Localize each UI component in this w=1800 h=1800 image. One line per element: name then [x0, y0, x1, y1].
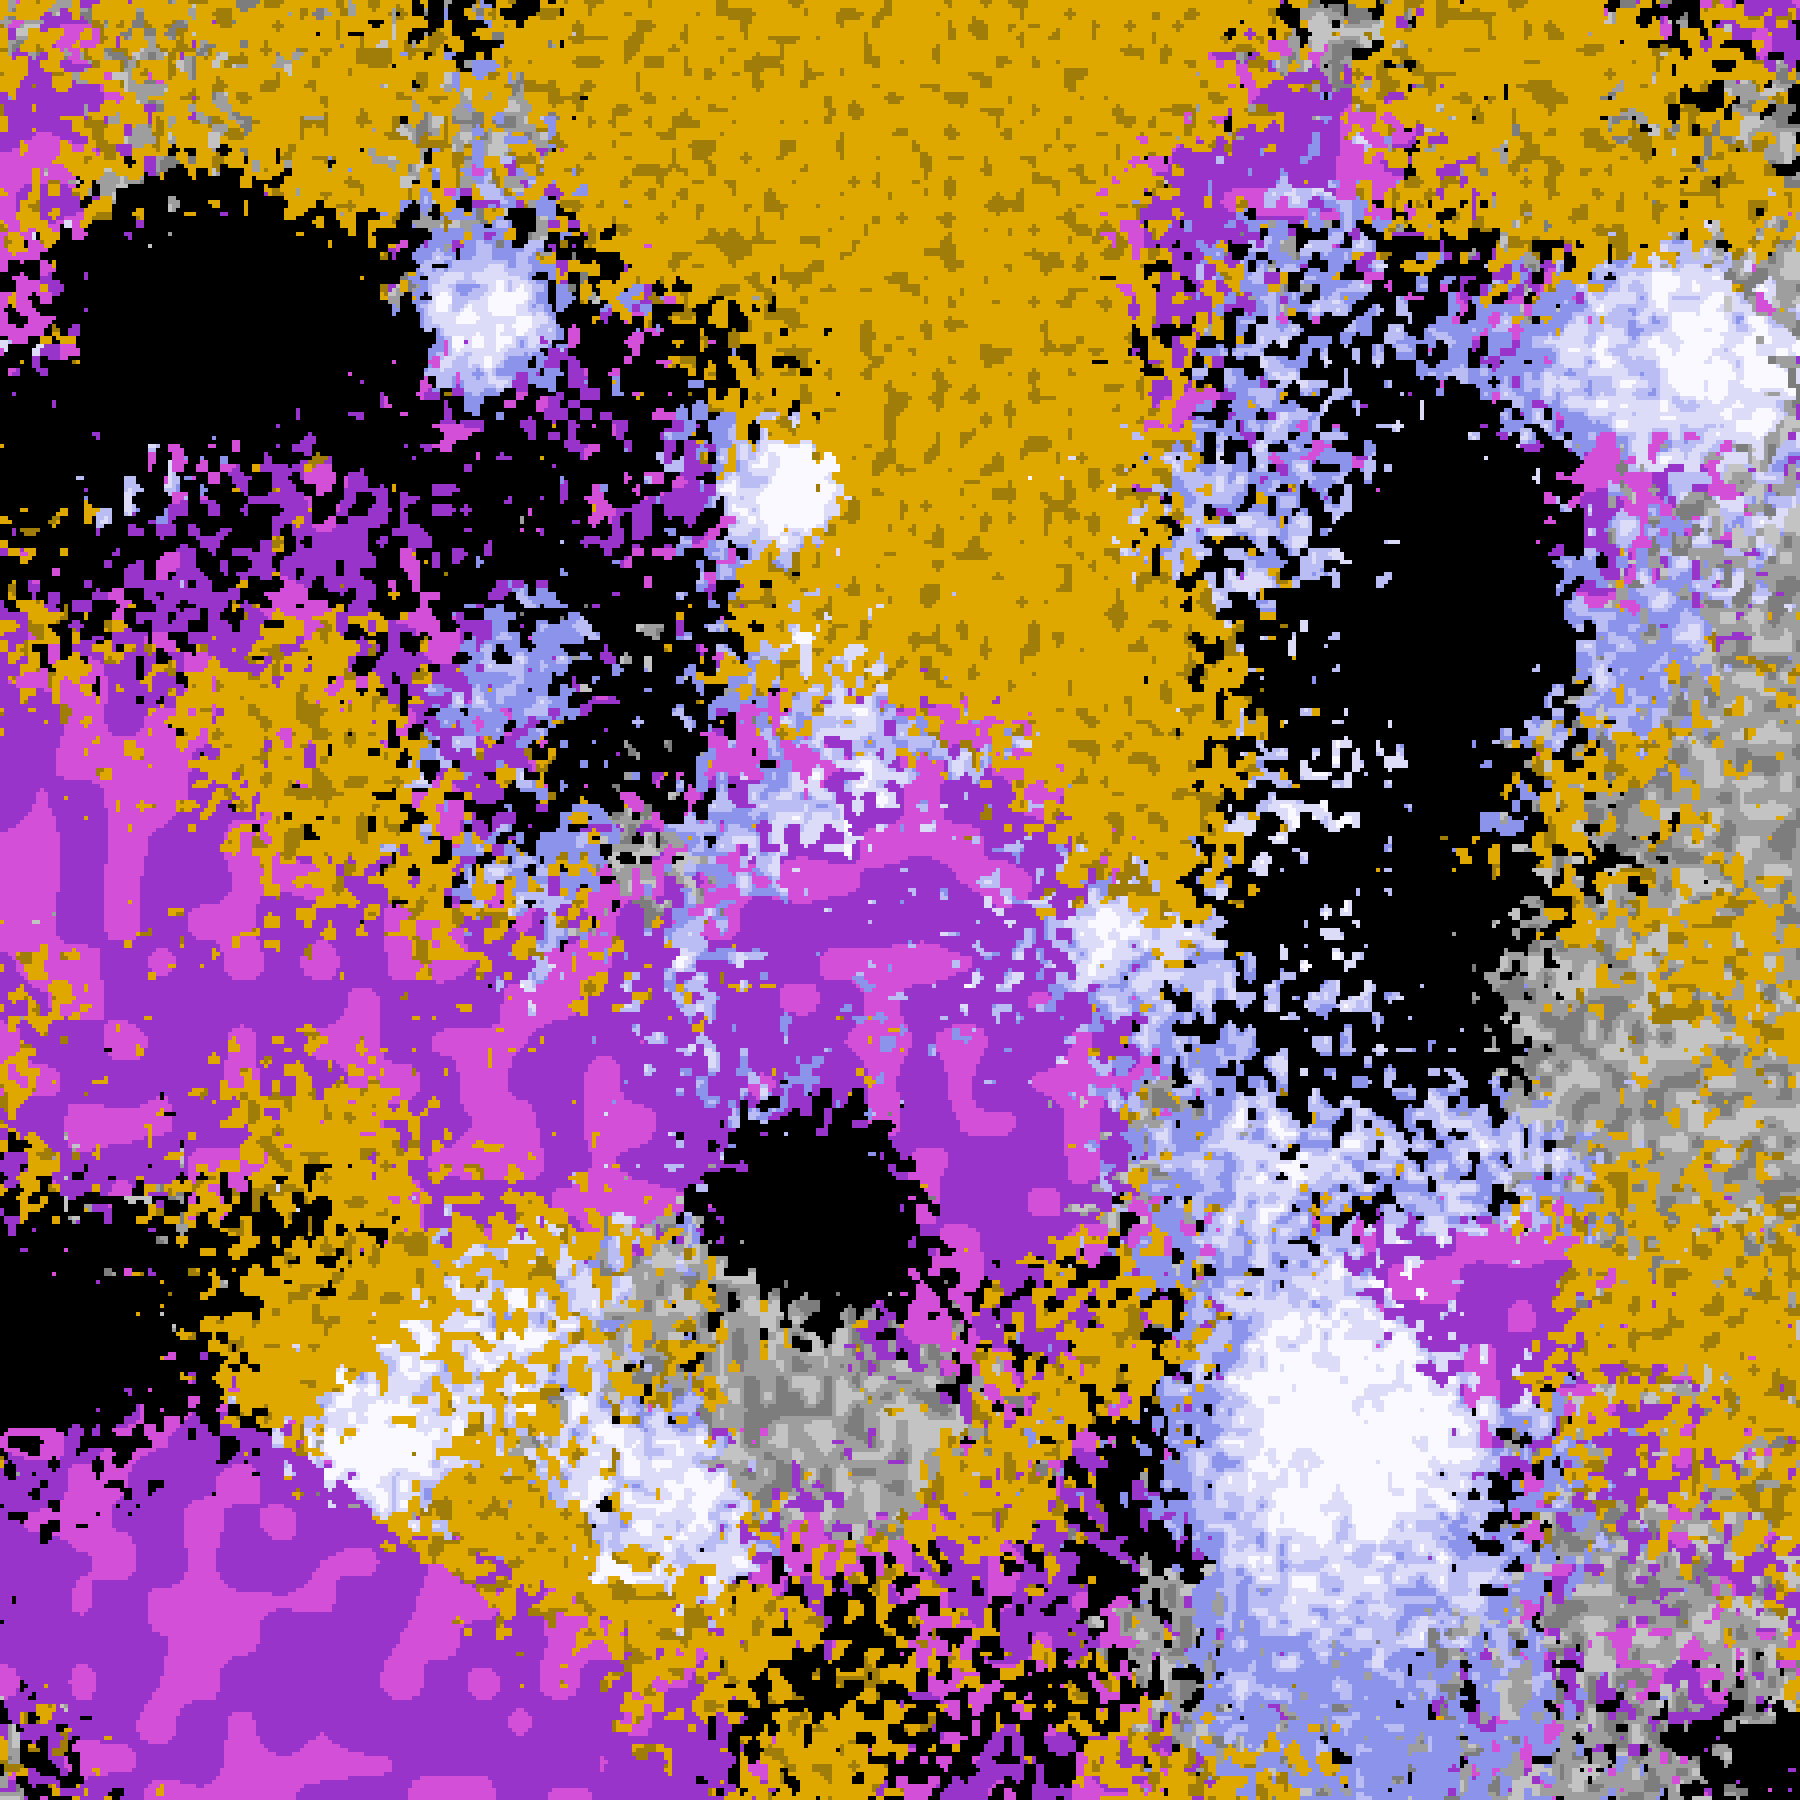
satellite-image-canvas	[0, 0, 1800, 1800]
satellite-false-color-image	[0, 0, 1800, 1800]
